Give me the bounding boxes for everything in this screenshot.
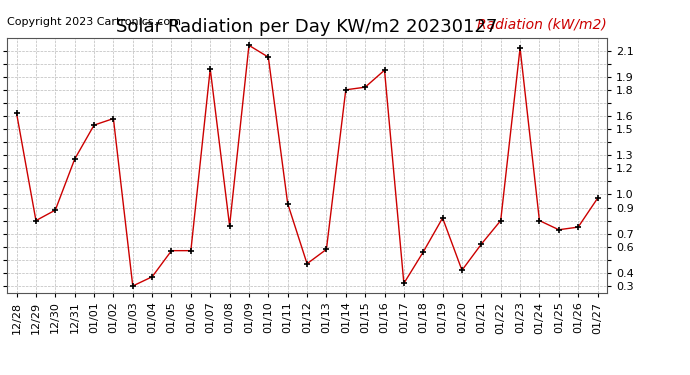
- Text: Radiation (kW/m2): Radiation (kW/m2): [477, 17, 607, 31]
- Title: Solar Radiation per Day KW/m2 20230127: Solar Radiation per Day KW/m2 20230127: [117, 18, 497, 36]
- Text: Copyright 2023 Cartronics.com: Copyright 2023 Cartronics.com: [7, 17, 181, 27]
